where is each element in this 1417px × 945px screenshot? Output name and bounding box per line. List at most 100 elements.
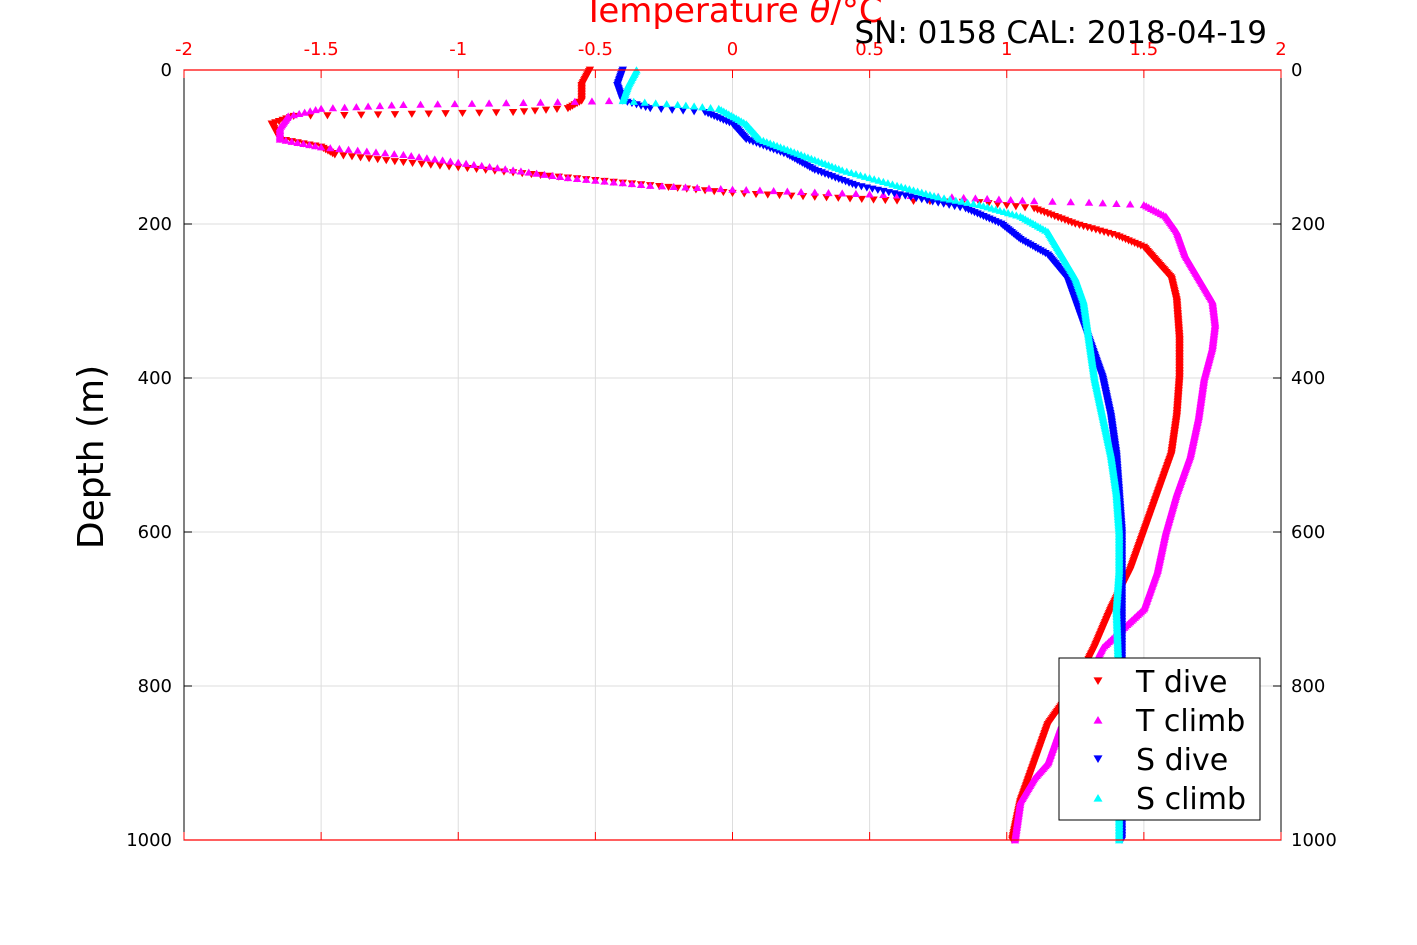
data-point <box>485 163 494 171</box>
data-point <box>293 138 302 146</box>
top-axis-title-suffix: /°C <box>830 0 882 31</box>
y-axis-title: Depth (m) <box>71 365 112 549</box>
data-point <box>636 180 646 189</box>
data-point <box>311 142 320 150</box>
data-point <box>454 158 463 166</box>
data-point <box>860 172 870 180</box>
data-point <box>609 178 618 186</box>
data-point <box>640 98 649 106</box>
data-point <box>519 98 528 106</box>
data-point <box>629 97 638 105</box>
top-tick-label: 1.5 <box>1130 39 1159 60</box>
data-point <box>847 168 856 177</box>
data-point <box>328 104 338 112</box>
data-point <box>555 172 565 181</box>
data-point <box>881 196 890 205</box>
data-point <box>657 182 667 190</box>
data-point <box>399 150 408 159</box>
data-point <box>446 157 455 165</box>
data-point <box>869 175 879 183</box>
data-point <box>356 154 365 162</box>
data-point <box>357 111 366 119</box>
data-point <box>673 100 682 109</box>
data-point <box>656 105 666 114</box>
legend-label: S climb <box>1136 782 1246 817</box>
data-point <box>982 194 992 203</box>
data-point <box>426 161 436 169</box>
data-point <box>651 99 660 107</box>
data-point <box>994 195 1004 203</box>
data-point <box>438 156 447 164</box>
right-tick-label: 200 <box>1291 214 1325 235</box>
data-point <box>842 167 851 175</box>
data-point <box>582 175 591 183</box>
data-point <box>553 98 562 106</box>
data-point <box>339 152 348 160</box>
top-tick-label: -2 <box>175 39 193 60</box>
top-tick-label: -0.5 <box>578 39 613 60</box>
data-point <box>399 100 408 109</box>
data-point <box>461 159 471 167</box>
data-point <box>540 170 549 178</box>
data-point <box>299 139 308 148</box>
left-tick-label: 0 <box>161 60 172 81</box>
data-point <box>728 185 737 193</box>
data-point <box>414 153 424 161</box>
legend: T dive T climb S dive S climb <box>1058 657 1261 821</box>
data-point <box>678 107 688 115</box>
data-point <box>316 143 326 151</box>
data-point <box>865 190 874 198</box>
legend-marker <box>1093 677 1103 686</box>
top-tick-label: 0.5 <box>855 39 884 60</box>
data-point <box>1084 198 1094 206</box>
data-point <box>373 156 382 164</box>
right-tick-label: 0 <box>1291 60 1302 81</box>
data-point <box>689 108 699 116</box>
data-point <box>441 110 450 118</box>
data-point <box>530 107 540 115</box>
data-point <box>541 106 551 114</box>
data-point <box>347 153 357 161</box>
chart-title: SN: 0158 CAL: 2018-04-19 <box>855 15 1268 51</box>
data-point <box>851 189 861 198</box>
data-point <box>681 183 690 191</box>
data-point <box>407 110 417 118</box>
data-point <box>444 163 454 171</box>
data-point <box>467 99 477 107</box>
data-point <box>399 159 408 167</box>
data-point <box>294 109 304 117</box>
data-point <box>704 184 714 192</box>
data-point <box>627 180 637 188</box>
data-point <box>662 100 671 108</box>
data-point <box>1066 198 1075 206</box>
data-point <box>698 103 707 111</box>
top-tick-label: -1.5 <box>304 39 339 60</box>
data-point <box>838 189 847 197</box>
data-point <box>963 198 972 206</box>
data-point <box>669 182 678 190</box>
data-point <box>508 108 518 117</box>
data-point <box>618 97 627 105</box>
data-point <box>323 112 332 120</box>
data-point <box>484 99 494 107</box>
data-point <box>957 197 966 205</box>
data-point <box>492 109 501 117</box>
data-point <box>933 193 943 201</box>
top-tick-label: 0 <box>727 39 738 60</box>
data-point <box>380 149 390 157</box>
top-tick-label: 2 <box>1275 39 1286 60</box>
data-point <box>275 135 285 143</box>
data-point <box>335 144 344 153</box>
legend-label: S dive <box>1136 743 1228 778</box>
right-tick-label: 800 <box>1291 676 1325 697</box>
top-axis-title: Temperature θ/°C <box>582 0 882 31</box>
data-point <box>502 99 511 107</box>
data-point <box>856 171 865 179</box>
data-point <box>1011 203 1021 211</box>
data-point <box>390 111 400 119</box>
data-point <box>869 196 878 204</box>
data-point <box>1020 204 1030 212</box>
data-point <box>681 101 691 109</box>
